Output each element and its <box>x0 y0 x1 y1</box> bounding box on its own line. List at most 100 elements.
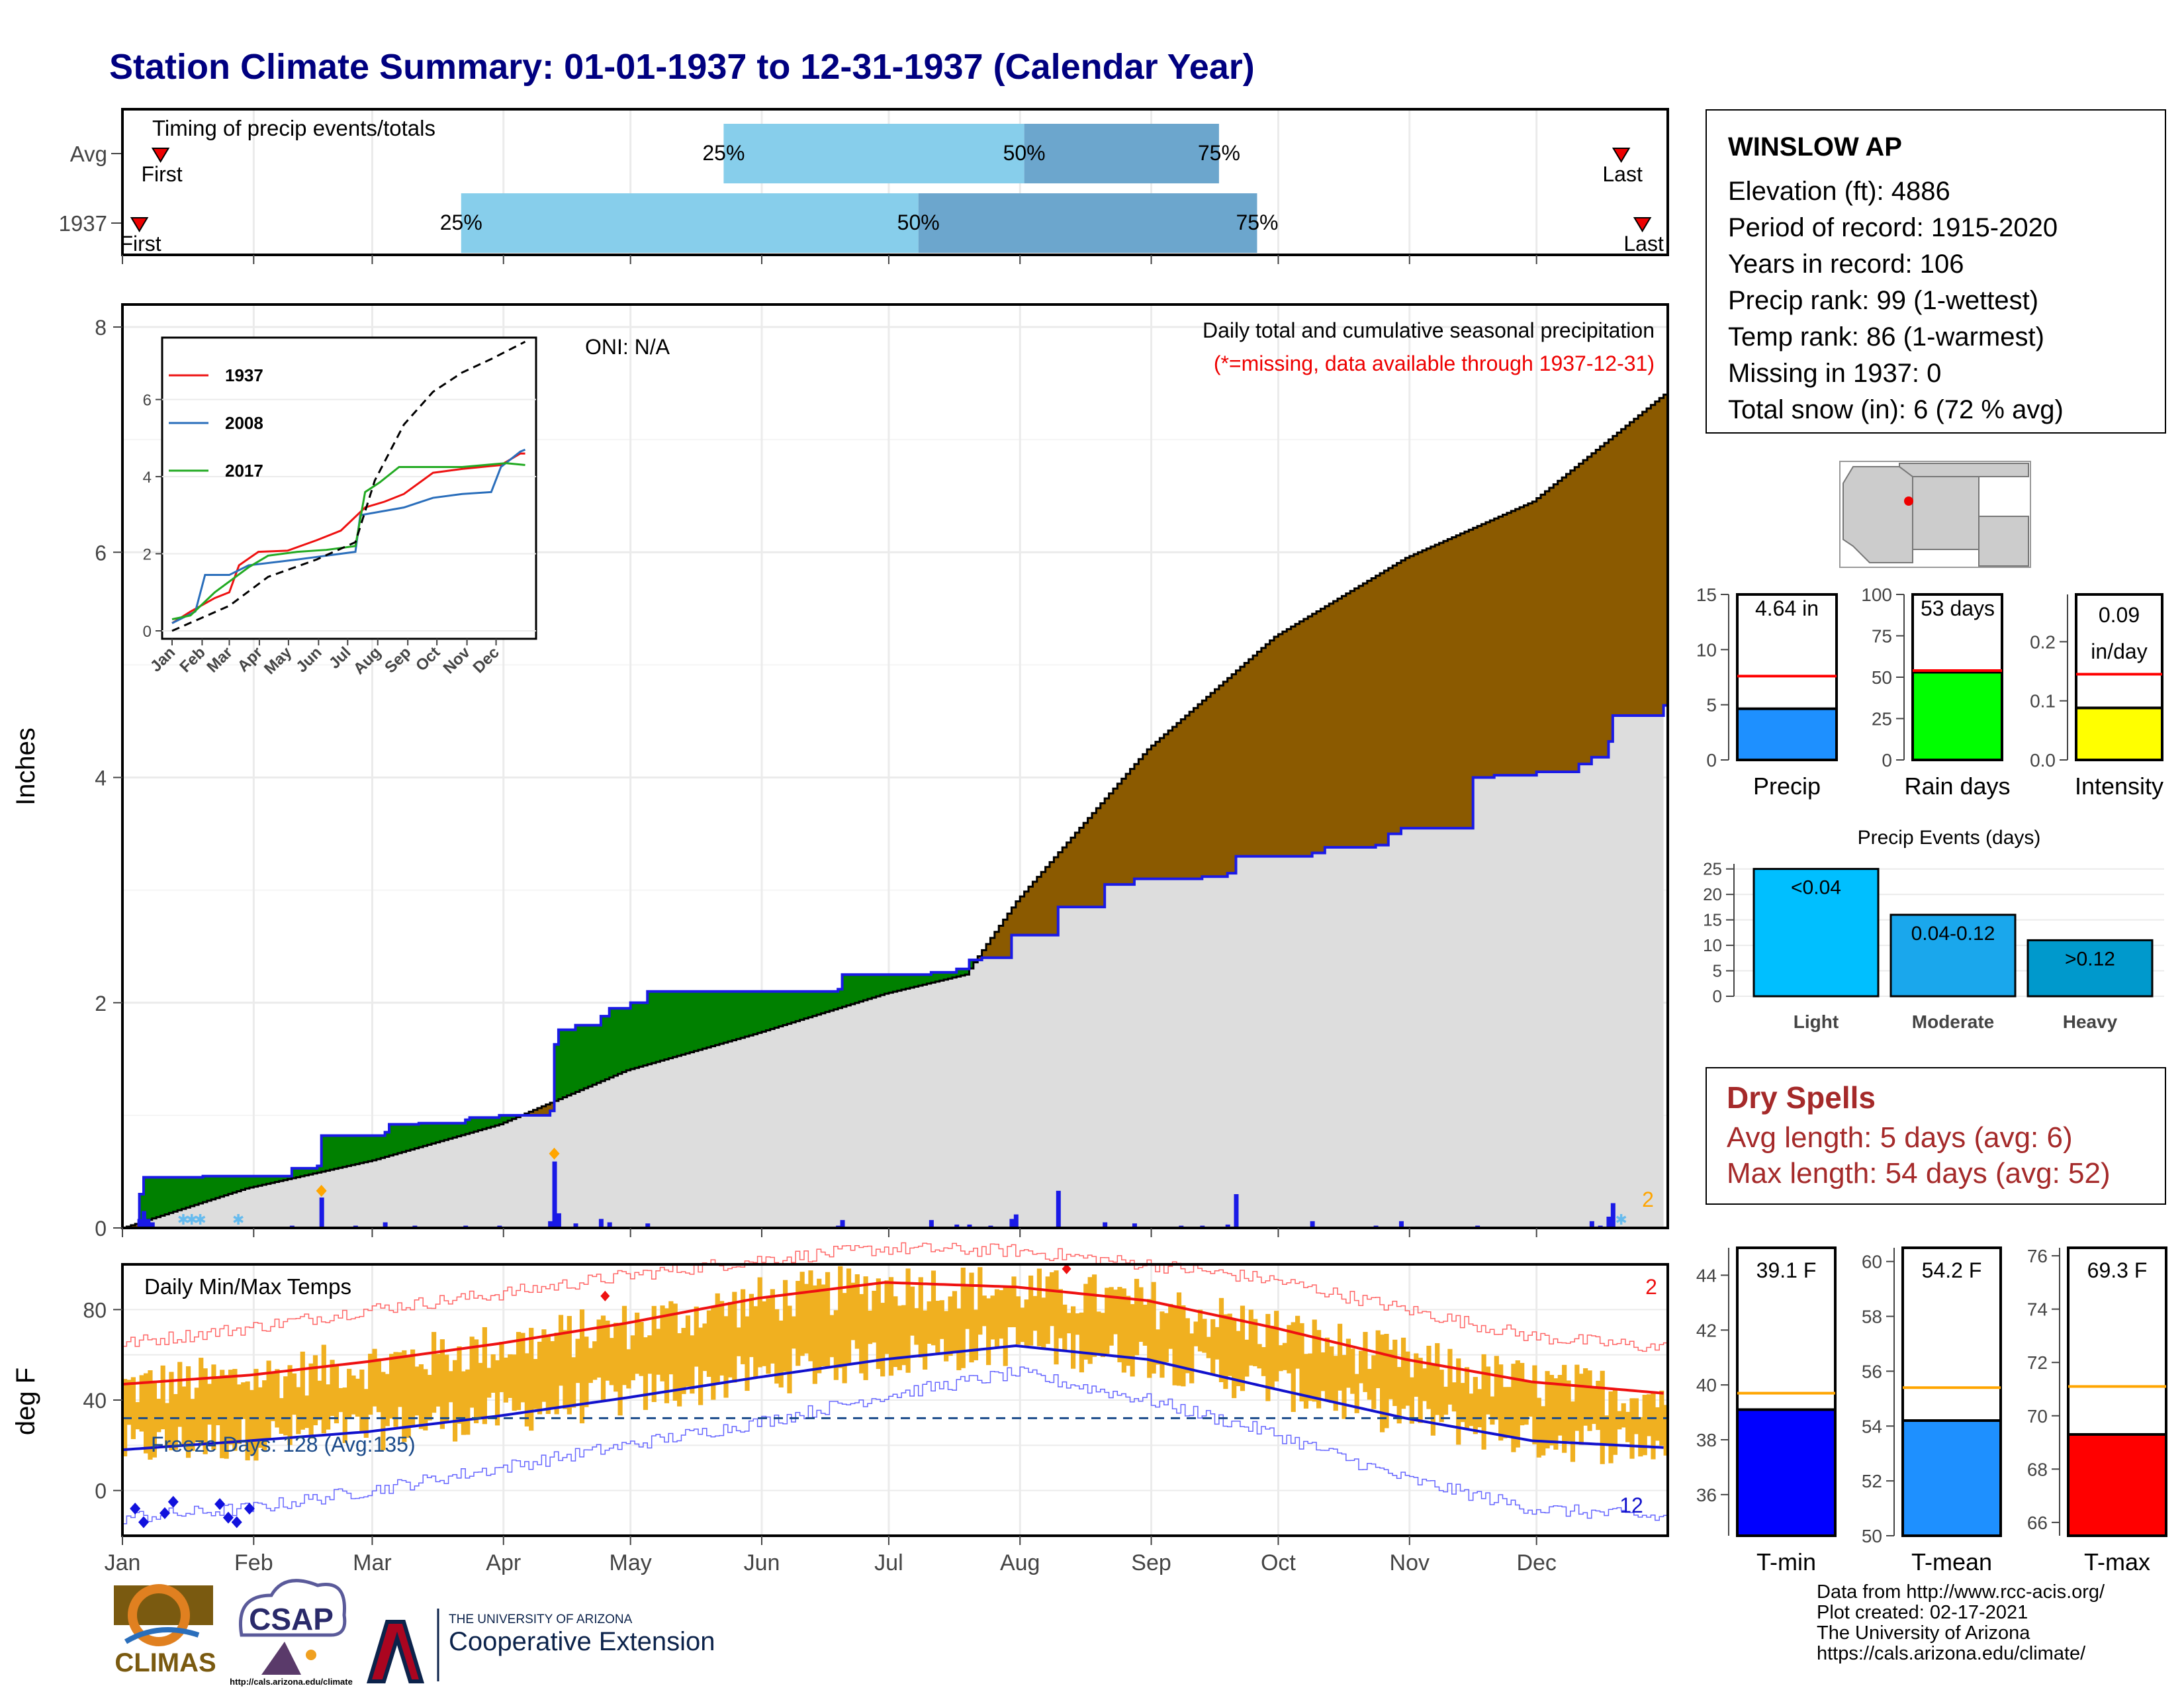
snow-marker: ✱ <box>1615 1211 1627 1228</box>
events-title: Precip Events (days) <box>1858 827 2041 849</box>
tmin-gauge-value: 39.1 F <box>1756 1258 1817 1282</box>
daily-temp-bar <box>503 1357 508 1403</box>
daily-temp-bar <box>1629 1398 1635 1459</box>
daily-temp-bar <box>1278 1345 1283 1372</box>
daily-temp-bar <box>791 1316 796 1349</box>
daily-temp-bar <box>1562 1364 1567 1453</box>
daily-temp-bar <box>1405 1351 1410 1406</box>
daily-temp-bar <box>1460 1383 1465 1423</box>
events-bar-value: >0.12 <box>2065 948 2115 970</box>
daily-temp-bar <box>1647 1394 1652 1436</box>
daily-temp-bar <box>1409 1377 1414 1424</box>
daily-temp-bar <box>558 1315 564 1386</box>
daily-temp-bar <box>232 1368 238 1451</box>
intensity-gauge-label: Intensity <box>2075 773 2163 800</box>
timing-panel-border <box>121 108 1669 256</box>
daily-temp-bar <box>1274 1311 1279 1382</box>
daily-temp-bar <box>1248 1309 1253 1366</box>
daily-temp-bar <box>385 1374 390 1427</box>
daily-temp-bar <box>135 1402 140 1430</box>
daily-temp-bar <box>156 1399 161 1432</box>
daily-temp-bar <box>347 1368 352 1418</box>
daily-precip-bar <box>146 1219 151 1228</box>
climas-logo-wave <box>124 1627 200 1644</box>
daily-temp-bar <box>224 1375 229 1459</box>
daily-temp-bar <box>1075 1313 1080 1335</box>
daily-temp-bar <box>1396 1367 1402 1424</box>
intensity-gauge-tick-label: 0.1 <box>2030 691 2056 712</box>
daily-temp-bar <box>1469 1393 1474 1427</box>
daily-precip-bar <box>645 1223 651 1228</box>
daily-temp-bar <box>617 1324 623 1416</box>
daily-temp-bar <box>880 1303 886 1377</box>
tmin-gauge-tick-label: 42 <box>1696 1320 1717 1340</box>
daily-temp-bar <box>169 1372 174 1450</box>
map-region-north <box>1899 463 2029 477</box>
daily-temp-bar <box>1299 1323 1304 1402</box>
daily-temp-bar <box>312 1355 318 1426</box>
daily-temp-bar <box>651 1305 657 1402</box>
daily-temp-bar <box>1375 1330 1381 1389</box>
daily-temp-bar <box>1502 1387 1508 1438</box>
daily-temp-bar <box>1596 1380 1601 1430</box>
events-bar-label: Light <box>1794 1011 1839 1032</box>
daily-temp-bar <box>550 1341 555 1410</box>
daily-temp-bar <box>635 1312 640 1374</box>
daily-temp-bar <box>702 1323 707 1372</box>
daily-temp-bar <box>1379 1335 1385 1432</box>
precip-gauge-tick-label: 10 <box>1696 639 1717 660</box>
daily-temp-bar <box>355 1378 361 1417</box>
daily-temp-bar <box>799 1272 805 1356</box>
daily-temp-bar <box>478 1362 483 1418</box>
daily-temp-bar <box>1291 1322 1296 1412</box>
daily-temp-bar <box>1117 1287 1122 1362</box>
daily-temp-bar <box>1227 1313 1232 1376</box>
daily-temp-bar <box>1041 1297 1046 1350</box>
raindays-gauge-value: 53 days <box>1921 596 1995 620</box>
daily-temp-bar <box>944 1311 949 1362</box>
credit-plot-created: Plot created: 02-17-2021 <box>1817 1602 2028 1623</box>
map-region-arizona <box>1843 466 1913 563</box>
month-label: Oct <box>1261 1550 1296 1575</box>
daily-temp-bar <box>1430 1365 1435 1436</box>
daily-temp-bar <box>571 1357 576 1408</box>
daily-temp-bar <box>723 1316 729 1398</box>
tmax-gauge-value: 69.3 F <box>2087 1258 2148 1282</box>
daily-temp-bar <box>706 1310 712 1377</box>
daily-temp-bar <box>787 1305 792 1393</box>
daily-temp-bar <box>850 1282 856 1340</box>
daily-temp-bar <box>499 1342 504 1393</box>
month-label: Jan <box>105 1550 141 1575</box>
daily-temp-bar <box>444 1354 449 1421</box>
daily-precip-bar <box>552 1161 557 1228</box>
main-caption: Daily total and cumulative seasonal prec… <box>1203 318 1655 342</box>
daily-temp-bar <box>732 1291 737 1383</box>
daily-temp-bar <box>897 1305 902 1370</box>
csap-logo-cloud <box>239 1579 347 1637</box>
daily-temp-bar <box>821 1284 826 1367</box>
first-event-marker <box>130 217 149 232</box>
daily-temp-bar <box>1473 1377 1478 1434</box>
record-precip-diamond <box>549 1147 560 1160</box>
daily-temp-bar <box>410 1349 416 1427</box>
month-label: Feb <box>234 1550 273 1575</box>
timing-label-25: 25% <box>702 141 745 165</box>
daily-temp-bar <box>1532 1365 1537 1444</box>
daily-temp-bar <box>1583 1368 1588 1426</box>
daily-temp-bar <box>342 1387 347 1443</box>
tmean-gauge-value-bar <box>1901 1419 2002 1537</box>
daily-precip-bar <box>150 1222 155 1228</box>
daily-temp-bar <box>304 1395 310 1429</box>
daily-temp-bar <box>1265 1313 1271 1401</box>
daily-temp-bar <box>1608 1391 1614 1464</box>
daily-temp-bar <box>1121 1288 1126 1373</box>
daily-temp-bar <box>461 1371 466 1435</box>
timing-title: Timing of precip events/totals <box>152 116 435 140</box>
daily-temp-bar <box>592 1341 598 1380</box>
daily-temp-bar <box>854 1274 860 1349</box>
daily-precip-bar <box>840 1220 845 1228</box>
daily-temp-bar <box>524 1353 529 1427</box>
daily-temp-bar <box>245 1381 250 1461</box>
daily-temp-bar <box>1172 1307 1177 1385</box>
station-info-panel: WINSLOW AP Elevation (ft): 4886 Period o… <box>1706 109 2166 434</box>
